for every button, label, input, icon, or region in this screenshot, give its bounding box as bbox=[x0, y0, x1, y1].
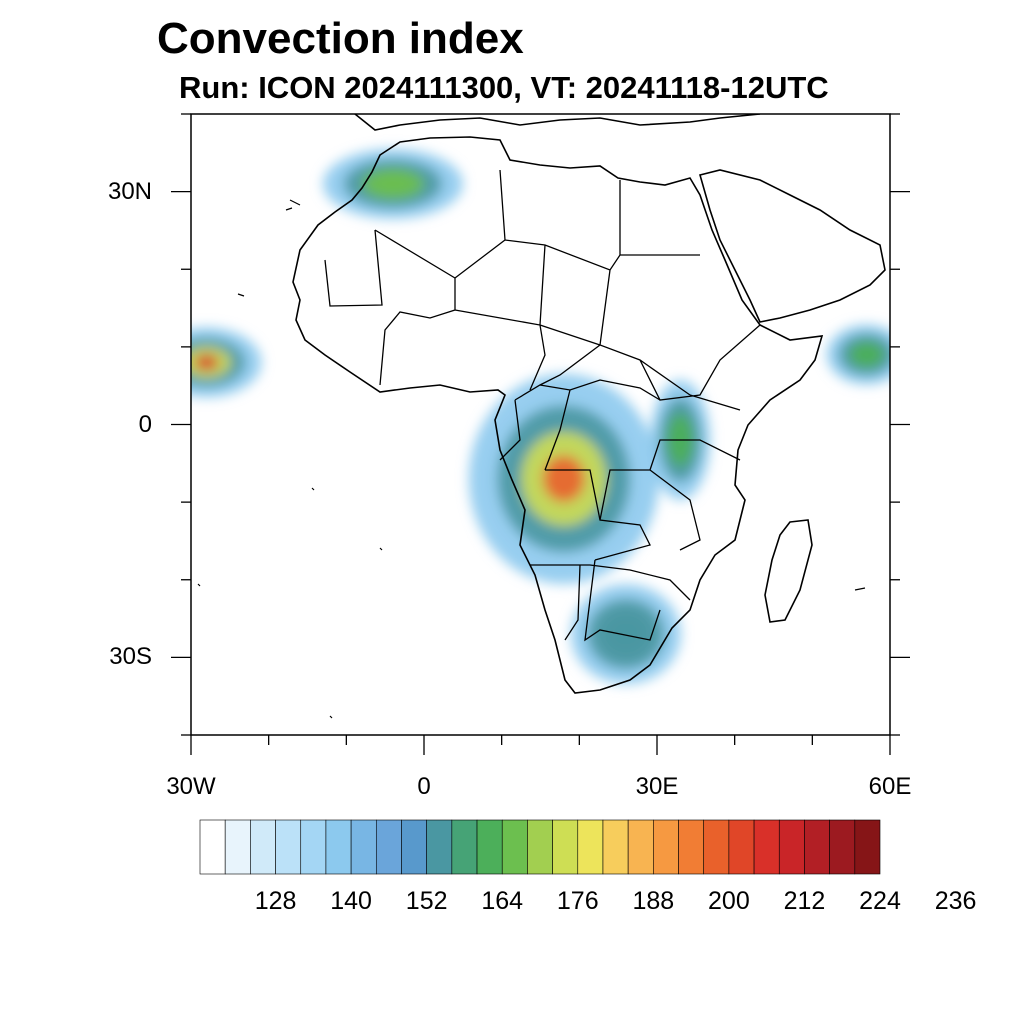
colorbar-swatch bbox=[653, 819, 679, 875]
colorbar-swatch bbox=[224, 819, 251, 875]
colorbar-swatch bbox=[527, 819, 553, 875]
colorbar-tick-label: 176 bbox=[556, 887, 599, 915]
colorbar-swatch bbox=[854, 819, 881, 875]
country-borders bbox=[324, 169, 761, 642]
colorbar-swatch bbox=[804, 819, 830, 875]
colorbar-tick-label: 164 bbox=[481, 887, 524, 915]
colorbar-swatch bbox=[703, 819, 730, 875]
colorbar-swatch bbox=[577, 819, 604, 875]
colorbar-tick-label: 188 bbox=[632, 887, 675, 915]
colorbar-swatch bbox=[602, 819, 629, 875]
colorbar-swatch bbox=[501, 819, 528, 875]
colorbar-swatch bbox=[778, 819, 805, 875]
colorbar-swatch bbox=[426, 819, 453, 875]
colorbar-swatch bbox=[753, 819, 780, 875]
colorbar-swatch bbox=[300, 819, 327, 875]
europe-coastline bbox=[354, 114, 761, 131]
colorbar-tick-label: 200 bbox=[708, 887, 750, 915]
convection-atlantic-west bbox=[194, 354, 219, 371]
colorbar-swatch bbox=[325, 819, 352, 875]
page-subtitle: Run: ICON 2024111300, VT: 20241118-12UTC bbox=[179, 70, 829, 105]
colorbar-tick-label: 140 bbox=[330, 887, 372, 915]
lon-label: 30E bbox=[635, 773, 679, 800]
colorbar-swatch bbox=[275, 819, 302, 875]
colorbar-tick-label: 128 bbox=[254, 887, 297, 915]
coastlines-and-borders bbox=[197, 114, 886, 719]
convection-congo-basin bbox=[542, 455, 585, 502]
colorbar-swatch bbox=[552, 819, 579, 875]
colorbar-swatch bbox=[401, 819, 427, 875]
colorbar-swatch bbox=[476, 819, 503, 875]
colorbar-tick-label: 152 bbox=[405, 887, 448, 915]
axis-ticks bbox=[171, 113, 910, 755]
colorbar-swatch bbox=[728, 819, 755, 875]
convection-southern-africa bbox=[613, 623, 639, 646]
colorbar-swatch bbox=[627, 819, 654, 875]
lon-label: 30W bbox=[166, 773, 216, 800]
convection-morocco-atlas bbox=[377, 176, 409, 192]
colorbar-tick-label: 236 bbox=[934, 887, 977, 915]
colorbar-swatch bbox=[375, 819, 402, 875]
arabia-coastline bbox=[699, 169, 886, 323]
colorbar-swatch bbox=[250, 819, 276, 875]
convection-field bbox=[191, 148, 890, 685]
madagascar-coastline bbox=[764, 519, 813, 623]
africa-coastline bbox=[292, 136, 824, 694]
islands bbox=[197, 199, 866, 719]
colorbar bbox=[199, 819, 881, 875]
colorbar-swatch bbox=[199, 819, 226, 875]
colorbar-swatch bbox=[451, 819, 478, 875]
colorbar-tick-label: 224 bbox=[859, 887, 901, 915]
colorbar-swatch bbox=[350, 819, 377, 875]
convection-indian-ocean bbox=[857, 348, 876, 362]
lon-label: 60E bbox=[868, 773, 912, 800]
lat-label: 0 bbox=[138, 410, 152, 438]
colorbar-tick-label: 212 bbox=[783, 887, 826, 915]
lat-label: 30S bbox=[109, 643, 152, 671]
lat-label: 30N bbox=[107, 177, 152, 205]
colorbar-swatch bbox=[678, 819, 705, 875]
colorbar-swatch bbox=[829, 819, 856, 875]
page-title: Convection index bbox=[157, 14, 524, 63]
lon-label: 0 bbox=[417, 773, 431, 800]
